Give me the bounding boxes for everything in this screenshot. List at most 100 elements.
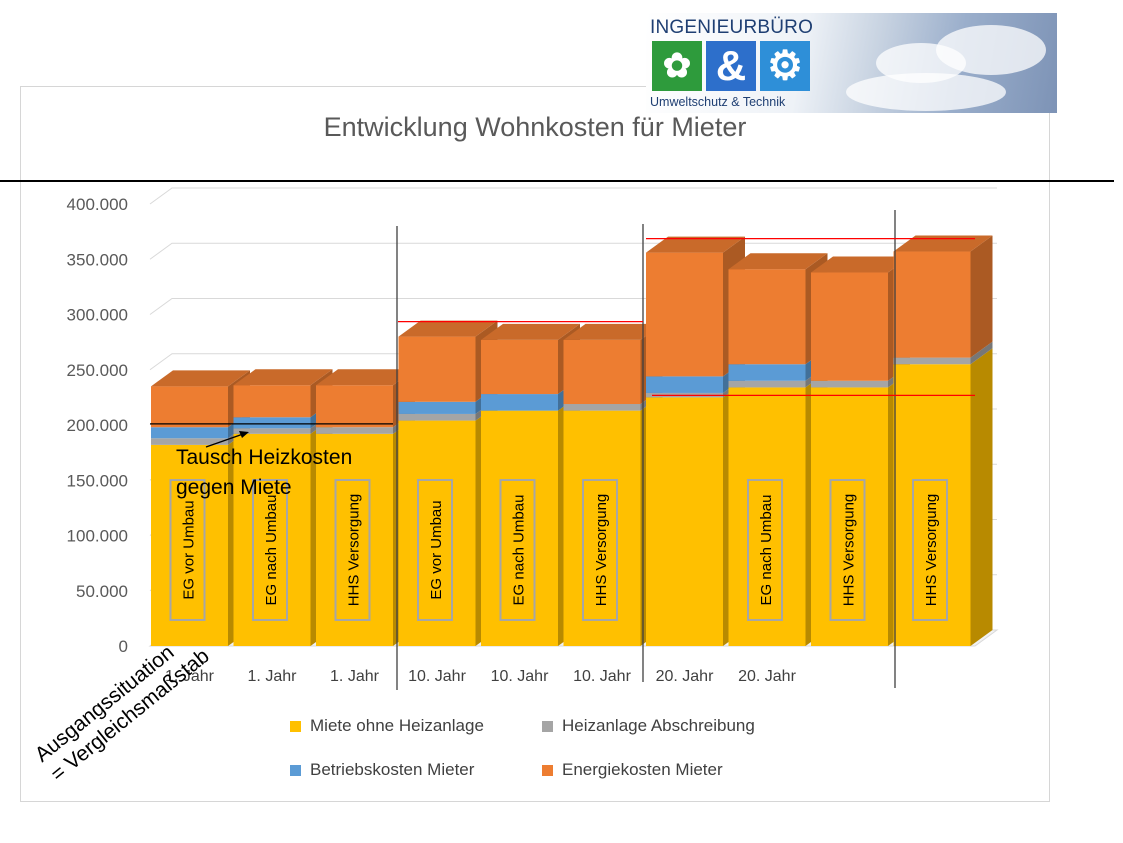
x-tick-label: 20. Jahr — [656, 668, 714, 685]
bar-segment — [893, 364, 971, 646]
bar-label: EG vor Umbau — [428, 500, 445, 599]
bar-label-box — [499, 479, 536, 621]
x-tick-label: 10. Jahr — [408, 668, 466, 685]
bar-segment — [646, 397, 723, 646]
legend-label: Betriebskosten Mieter — [310, 760, 475, 779]
bar-top — [151, 370, 250, 387]
bar-segment — [563, 339, 641, 405]
bar-segment — [728, 387, 806, 646]
legend-item-abschreibung: Heizanlage Abschreibung — [542, 716, 755, 736]
bar-top — [316, 369, 415, 386]
bar-top — [811, 256, 910, 273]
bar-segment — [893, 357, 971, 365]
bar-segment — [316, 427, 393, 434]
annotation-arrowhead — [239, 431, 249, 438]
y-tick-label: 250.000 — [67, 361, 128, 380]
y-tick-label: 350.000 — [67, 250, 128, 269]
bar-segment — [728, 269, 806, 365]
bar-segment — [481, 410, 558, 646]
bar-label-box — [912, 479, 948, 621]
bar-segment — [233, 385, 311, 418]
x-tick-label: 20. Jahr — [738, 668, 796, 685]
bar-top — [728, 253, 828, 270]
bar-segment — [811, 272, 888, 381]
bar-label-box — [747, 479, 783, 621]
bar-label-box — [252, 479, 288, 621]
bar-label: HHS Versorgung — [593, 494, 610, 607]
gear-icon: ⚙ — [760, 41, 810, 91]
bar-label: EG vor Umbau — [181, 500, 198, 599]
bar-segment — [398, 420, 476, 646]
legend-item-energiekosten: Energiekosten Mieter — [542, 760, 723, 780]
x-tick-label: 1. Jahr — [248, 668, 298, 685]
annotation-heizkosten: Tausch Heizkosten gegen Miete — [176, 443, 352, 503]
bar-segment — [728, 364, 806, 381]
legend-item-miete: Miete ohne Heizanlage — [290, 716, 484, 736]
x-tick-label: 1. Jahr — [330, 668, 380, 685]
x-tick-label: 1. Jahr — [165, 668, 215, 685]
bar-segment — [646, 376, 723, 393]
y-tick-label: 150.000 — [67, 471, 128, 490]
x-tick-label: 10. Jahr — [573, 668, 631, 685]
y-tick-label: 300.000 — [67, 306, 128, 325]
legend-swatch — [542, 764, 553, 776]
chart-frame — [20, 86, 1050, 802]
bar-segment — [233, 433, 311, 646]
bar-segment — [728, 380, 806, 388]
bar-label: HHS Versorgung — [841, 494, 858, 607]
bar-top — [233, 369, 333, 386]
bar-segment — [893, 251, 971, 358]
header-divider — [0, 180, 1114, 182]
bar-segment — [563, 410, 641, 646]
bar-side — [970, 235, 993, 358]
y-tick-label: 50.000 — [76, 582, 128, 601]
legend-swatch — [290, 720, 301, 732]
company-logo: INGENIEURBÜRO ✿ & ⚙ Umweltschutz & Techn… — [646, 13, 1057, 113]
bar-top — [481, 323, 580, 340]
bar-top — [646, 236, 745, 253]
bar-segment — [398, 401, 476, 414]
bar-segment — [646, 252, 723, 377]
bar-segment — [398, 336, 476, 402]
bar-segment — [811, 380, 888, 388]
logo-subtitle: Umweltschutz & Technik — [650, 95, 786, 109]
y-tick-label: 100.000 — [67, 527, 128, 546]
bar-top — [398, 320, 498, 337]
bar-label-box — [582, 479, 618, 621]
bar-side — [970, 348, 993, 646]
legend-label: Miete ohne Heizanlage — [310, 716, 484, 735]
annotation-arrow — [205, 432, 247, 448]
legend-label: Heizanlage Abschreibung — [562, 716, 755, 735]
bar-segment — [151, 438, 228, 445]
annotation-line: Tausch Heizkosten — [176, 446, 353, 469]
bar-segment — [233, 417, 311, 429]
bar-label: EG nach Umbau — [511, 495, 528, 606]
gridline — [149, 187, 997, 205]
bar-label: HHS Versorgung — [346, 494, 363, 607]
bar-label-box — [829, 479, 866, 621]
bar-segment — [398, 413, 476, 421]
bar-segment — [151, 386, 228, 428]
bar-label: EG nach Umbau — [263, 495, 280, 606]
bar-segment — [563, 404, 641, 411]
y-tick-label: 0 — [119, 637, 128, 656]
legend-label: Energiekosten Mieter — [562, 760, 723, 779]
bar-segment — [151, 427, 228, 439]
bar-side — [970, 341, 993, 365]
bar-top — [893, 235, 993, 252]
bar-segment — [233, 428, 311, 434]
legend-swatch — [542, 720, 553, 732]
ampersand-icon: & — [706, 41, 756, 91]
bar-segment — [481, 339, 558, 395]
annotation-line: gegen Miete — [176, 476, 292, 499]
bar-label: EG nach Umbau — [758, 495, 775, 606]
bar-label-box — [417, 479, 453, 621]
bar-label-box — [334, 479, 371, 621]
legend-swatch — [290, 764, 301, 776]
chart-title: Entwicklung Wohnkosten für Mieter — [323, 112, 747, 142]
bar-segment — [811, 387, 888, 646]
bar-segment — [316, 433, 393, 646]
bar-label: HHS Versorgung — [923, 494, 940, 607]
bar-segment — [316, 385, 393, 428]
